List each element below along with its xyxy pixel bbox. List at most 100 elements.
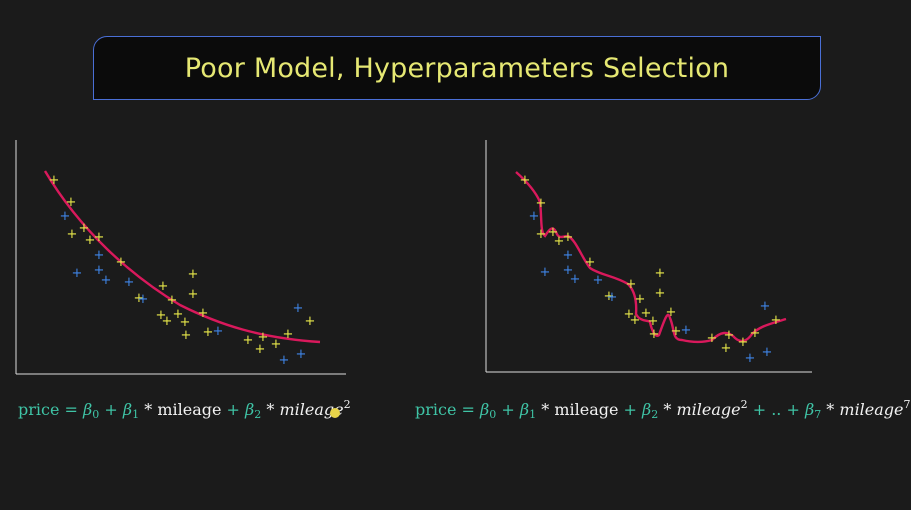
point: + xyxy=(563,230,574,245)
point: + xyxy=(681,323,692,338)
point: + xyxy=(554,234,565,249)
point: + xyxy=(94,248,105,263)
formula-exponent: 2 xyxy=(343,398,351,411)
point: + xyxy=(49,173,60,188)
point: + xyxy=(94,230,105,245)
point: + xyxy=(648,314,659,329)
point: + xyxy=(624,307,635,322)
title-box: Poor Model, Hyperparameters Selection xyxy=(93,36,821,100)
point: + xyxy=(738,335,749,350)
point: + xyxy=(180,315,191,330)
point: + xyxy=(173,307,184,322)
right-formula: price = β0 + β1 * mileage + β2 * mileage… xyxy=(415,398,911,421)
formula-subscript: 0 xyxy=(489,408,497,421)
formula-plus: + xyxy=(786,400,800,419)
point: + xyxy=(745,351,756,366)
formula-beta: β xyxy=(245,400,255,419)
formula-price: price xyxy=(415,400,457,419)
mouse-cursor-icon xyxy=(330,408,340,418)
point: + xyxy=(271,337,282,352)
slide-title: Poor Model, Hyperparameters Selection xyxy=(184,52,730,84)
point: + xyxy=(94,263,105,278)
formula-times: * xyxy=(144,400,153,419)
point: + xyxy=(158,279,169,294)
point: + xyxy=(60,209,71,224)
formula-term: mileage xyxy=(839,400,904,419)
formula-plus: + xyxy=(104,400,118,419)
formula-subscript: 0 xyxy=(92,408,100,421)
formula-times: * xyxy=(541,400,550,419)
point: + xyxy=(162,314,173,329)
formula-plus: + xyxy=(752,400,767,419)
formula-term: mileage xyxy=(279,400,344,419)
point: + xyxy=(721,341,732,356)
formula-plus: + xyxy=(501,400,515,419)
point: + xyxy=(563,248,574,263)
point: + xyxy=(760,299,771,314)
point: + xyxy=(540,265,551,280)
point: + xyxy=(66,195,77,210)
point: + xyxy=(750,326,761,341)
point: + xyxy=(198,306,209,321)
point: + xyxy=(771,313,782,328)
point: + xyxy=(293,301,304,316)
point: + xyxy=(707,331,718,346)
point: + xyxy=(305,314,316,329)
point: + xyxy=(188,287,199,302)
right-points: + + + + + + + + + + + + + + + + + + + + … xyxy=(520,173,782,366)
point: + xyxy=(671,324,682,339)
point: + xyxy=(72,266,83,281)
formula-plus: + xyxy=(623,400,637,419)
formula-term: mileage xyxy=(554,400,619,419)
point: + xyxy=(188,267,199,282)
point: + xyxy=(203,325,214,340)
point: + xyxy=(529,209,540,224)
point: + xyxy=(255,342,266,357)
left-fit-curve xyxy=(43,170,321,344)
point: + xyxy=(167,293,178,308)
point: + xyxy=(570,272,581,287)
point: + xyxy=(85,233,96,248)
formula-dots: .. xyxy=(771,400,782,419)
formula-subscript: 7 xyxy=(814,408,822,421)
formula-exponent: 2 xyxy=(740,398,748,411)
formula-beta: β xyxy=(122,400,133,419)
formula-equals: = xyxy=(461,400,475,419)
point: + xyxy=(258,330,269,345)
point: + xyxy=(279,353,290,368)
left-plot: + + + + + + + + + + + + + + + + + + + + … xyxy=(15,140,346,375)
point: + xyxy=(762,345,773,360)
point: + xyxy=(655,266,666,281)
right-fit-curve xyxy=(515,171,787,344)
point: + xyxy=(635,292,646,307)
formula-beta: β xyxy=(804,400,815,419)
formula-times: * xyxy=(826,400,835,419)
point: + xyxy=(585,255,596,270)
point: + xyxy=(630,313,641,328)
point: + xyxy=(626,277,637,292)
formula-times: * xyxy=(266,400,275,419)
formula-subscript: 2 xyxy=(651,408,659,421)
point: + xyxy=(134,291,145,306)
point: + xyxy=(67,227,78,242)
point: + xyxy=(138,292,149,307)
point: + xyxy=(724,328,735,343)
point: + xyxy=(649,327,660,342)
point: + xyxy=(607,290,618,305)
point: + xyxy=(213,324,224,339)
formula-beta: β xyxy=(642,400,652,419)
left-points: + + + + + + + + + + + + + + + + + + + + … xyxy=(49,173,316,368)
point: + xyxy=(101,273,112,288)
point: + xyxy=(536,196,547,211)
point: + xyxy=(593,273,604,288)
formula-beta: β xyxy=(519,400,530,419)
point: + xyxy=(283,327,294,342)
formula-term: mileage xyxy=(157,400,222,419)
point: + xyxy=(563,263,574,278)
point: + xyxy=(641,306,652,321)
point: + xyxy=(536,227,547,242)
formula-subscript: 1 xyxy=(529,408,537,421)
point: + xyxy=(124,275,135,290)
point: + xyxy=(243,333,254,348)
